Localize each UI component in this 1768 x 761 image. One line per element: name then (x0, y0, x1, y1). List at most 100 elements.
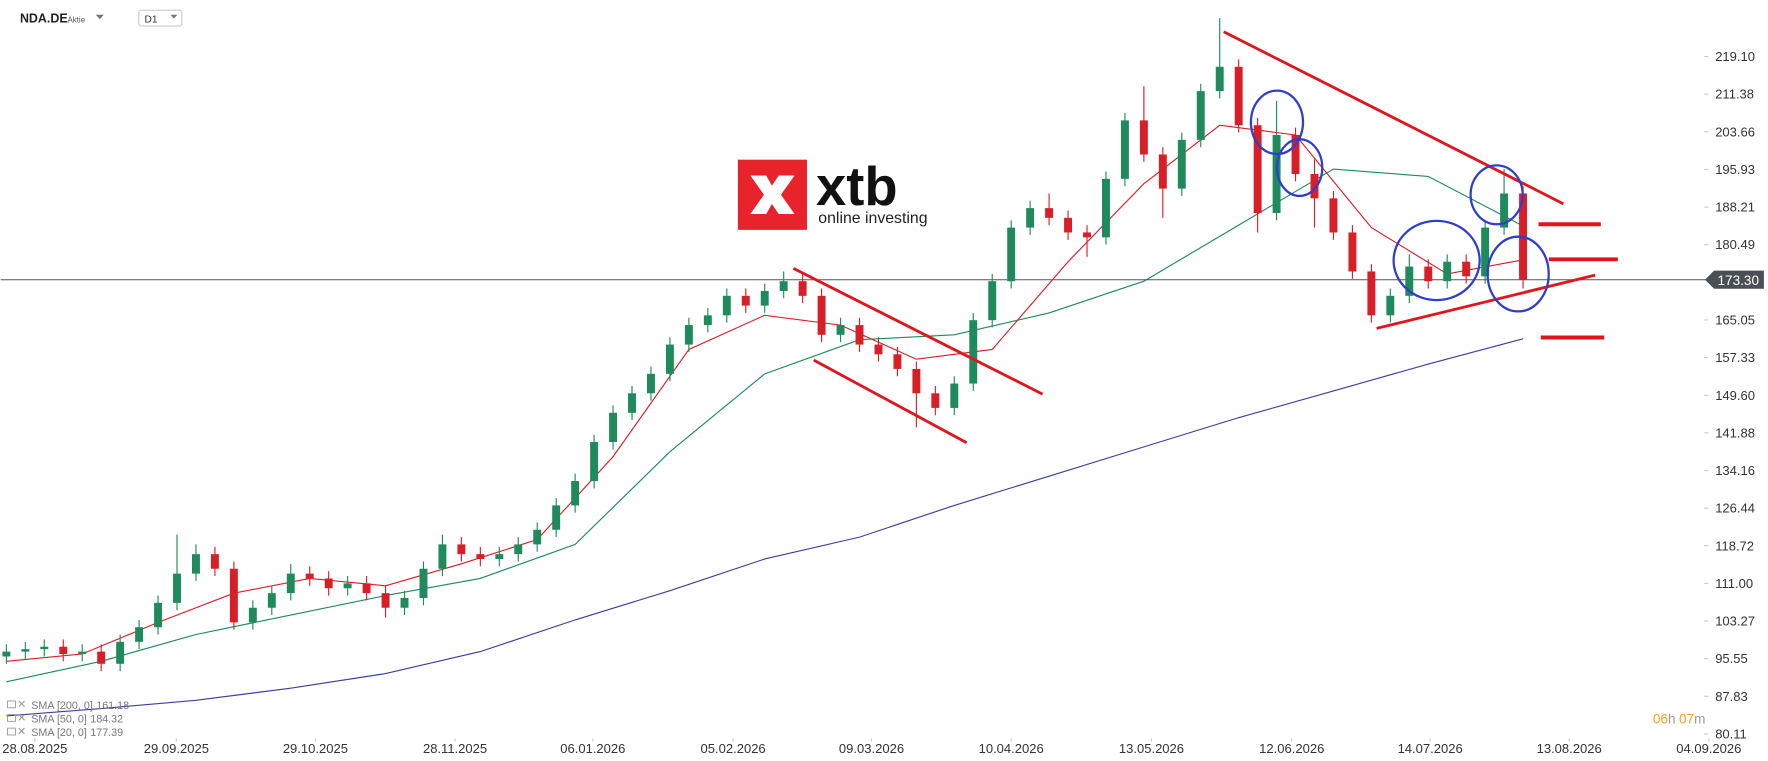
circle-mark (1275, 138, 1324, 198)
instrument-type: Aktie (68, 16, 86, 25)
candle-body (1253, 125, 1262, 213)
x-tick-label: 28.08.2025 (2, 741, 67, 756)
legend-entry: SMA [20, 0] 177.39 (31, 727, 123, 739)
candle-body (457, 544, 466, 555)
trend-line (813, 358, 968, 445)
x-tick-label: 09.03.2026 (839, 741, 904, 756)
legend-value: 184.32 (90, 713, 123, 725)
candle-body (684, 325, 693, 345)
indicator-line (6, 124, 1524, 662)
candle-body (741, 295, 750, 306)
candle-body (1177, 139, 1186, 189)
candle-body (135, 627, 144, 642)
candle-body (931, 393, 940, 408)
dropdown-arrow[interactable] (170, 14, 178, 19)
y-tick-label: 157.33 (1715, 350, 1755, 365)
x-tick-label: 05.02.2026 (701, 741, 766, 756)
symbol: NDA.DE (20, 12, 68, 26)
candle-body (1500, 193, 1509, 228)
candle-body (1329, 198, 1338, 233)
candle-body (1310, 173, 1319, 199)
legend-icon (7, 700, 16, 709)
candle-body (362, 583, 371, 594)
candle-body (590, 442, 599, 482)
y-tick-label: 134.16 (1715, 463, 1755, 478)
y-tick-label: 95.55 (1715, 651, 1748, 666)
trend-lines (792, 30, 1618, 445)
candle-body (722, 295, 731, 316)
countdown-hours: 06 (1653, 712, 1668, 727)
candle-body (1367, 271, 1376, 316)
candle-body (1045, 208, 1054, 218)
legend-icon (7, 714, 16, 722)
timeframe-select[interactable] (138, 9, 183, 27)
candle-body (665, 344, 674, 374)
x-tick-label: 04.09.2026 (1676, 741, 1741, 756)
plot-area (0, 18, 1707, 717)
candle-body (381, 593, 390, 608)
dropdown-arrow[interactable] (95, 14, 104, 20)
candle-body (874, 344, 883, 355)
x-tick-label: 28.11.2025 (423, 741, 487, 756)
candle-body (1443, 261, 1452, 282)
legend-remove[interactable] (18, 700, 25, 708)
candle-body (154, 602, 163, 628)
y-tick-label: 103.27 (1715, 614, 1755, 629)
x-tick-label: 29.09.2025 (144, 741, 209, 756)
candle-body (533, 529, 542, 545)
countdown-minutes: 07 (1679, 712, 1694, 727)
x-tick-label: 13.05.2026 (1119, 741, 1184, 756)
legend-remove[interactable] (18, 727, 25, 735)
y-tick-label: 111.00 (1715, 576, 1753, 591)
candle-body (419, 568, 428, 598)
y-tick-label: 149.60 (1715, 388, 1755, 403)
candle-body (1462, 261, 1471, 277)
candle-body (760, 290, 769, 306)
candle-body (210, 554, 219, 569)
y-tick-label: 211.38 (1715, 87, 1754, 102)
circle-mark (1469, 164, 1524, 226)
x-tick-label: 06.01.2026 (560, 741, 625, 756)
candle-body (324, 578, 333, 589)
candle-body (1007, 227, 1016, 282)
candle-body (1158, 154, 1167, 189)
y-tick-label: 188.21 (1715, 200, 1755, 215)
candle-body (969, 320, 978, 384)
timeframe: D1 (145, 15, 158, 26)
last-price-label: 173.30 (1717, 273, 1759, 288)
candle-body (950, 383, 959, 408)
candle-body (1064, 217, 1073, 233)
y-tick-label: 203.66 (1715, 124, 1755, 139)
candle-body (1481, 227, 1490, 277)
candle-body (514, 544, 523, 555)
candle-body (21, 649, 30, 652)
legend-remove[interactable] (18, 714, 25, 721)
candle-body (571, 481, 580, 506)
logo: xtb online investing (737, 156, 928, 230)
candle-body (97, 651, 106, 664)
circle-mark (1392, 219, 1481, 302)
candle-body (893, 354, 902, 369)
x-tick-label: 13.08.2026 (1537, 741, 1602, 756)
candle-body (343, 583, 352, 589)
candle-body (173, 573, 181, 603)
y-tick-label: 118.72 (1715, 538, 1754, 553)
candle-body (779, 281, 788, 291)
trend-line (792, 267, 1044, 396)
y-tick-label: 195.93 (1715, 162, 1755, 177)
candle-body (647, 373, 655, 394)
legend-icon (7, 727, 16, 736)
legend-name: SMA [200, 0] (31, 700, 93, 712)
y-tick-label: 87.83 (1715, 689, 1748, 704)
y-tick-label: 141.88 (1715, 425, 1755, 440)
x-tick-label: 14.07.2026 (1398, 741, 1463, 756)
candle-body (855, 325, 864, 345)
circles (1249, 89, 1550, 313)
circle-mark (1486, 235, 1550, 313)
legend-value: 161.18 (96, 700, 129, 712)
candle-body (116, 641, 125, 664)
y-tick-label: 165.05 (1715, 312, 1755, 327)
legend-name: SMA [50, 0] (31, 713, 87, 725)
